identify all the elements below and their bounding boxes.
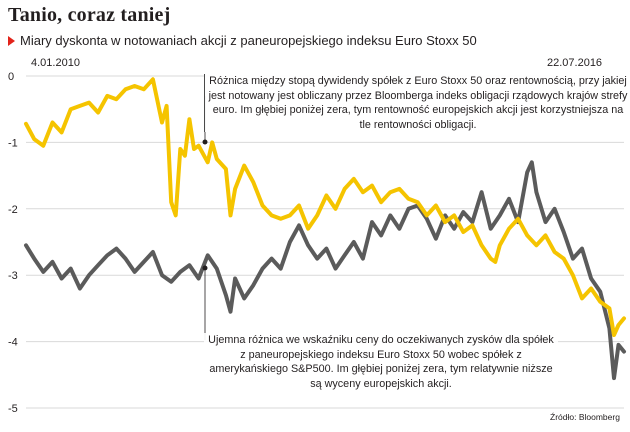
yellow-callout-dot: [202, 139, 208, 145]
y-tick-label-0: 0: [8, 71, 14, 83]
x-end-label: 22.07.2016: [547, 57, 603, 69]
source-note: Źródło: Bloomberg: [550, 412, 620, 422]
series-0: [24, 77, 626, 337]
chart-subtitle: Miary dyskonta w notowaniach akcji z pan…: [8, 33, 477, 48]
y-tick-label-1: -1: [8, 137, 18, 149]
series-lines: [24, 77, 626, 381]
callouts: [202, 96, 208, 340]
y-tick-label-4: -4: [8, 337, 18, 349]
y-tick-label-5: -5: [8, 403, 18, 415]
y-tick-label-3: -3: [8, 270, 18, 282]
x-start-label: 4.01.2010: [31, 57, 80, 69]
series-1: [24, 160, 626, 381]
series-line-0: [24, 77, 626, 337]
yellow-series-annotation: Różnica między stopą dywidendy spółek z …: [204, 74, 630, 133]
red-triangle-icon: [8, 35, 15, 46]
gray-series-annotation: Ujemna różnica we wskaźniku ceny do ocze…: [204, 333, 558, 392]
y-tick-label-2: -2: [8, 204, 18, 216]
chart-title: Tanio, coraz taniej: [8, 4, 171, 26]
series-line-1: [24, 160, 626, 381]
chart-subtitle-text: Miary dyskonta w notowaniach akcji z pan…: [20, 33, 477, 48]
gray-callout-dot: [202, 265, 208, 271]
y-axis-ticks: 0 -1 -2 -3 -4 -5: [8, 71, 18, 415]
